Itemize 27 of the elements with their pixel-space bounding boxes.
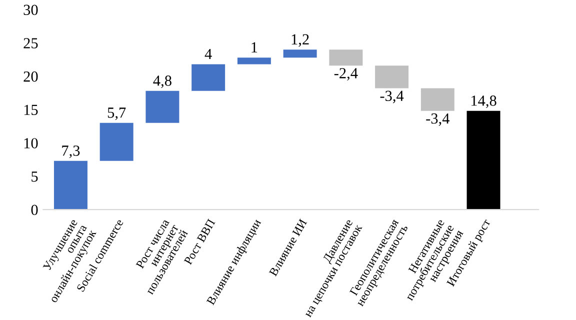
bar — [237, 58, 271, 64]
bar — [466, 110, 500, 210]
data-label: 7,3 — [62, 146, 80, 158]
y-tick-label: 20 — [24, 71, 38, 82]
bar — [375, 66, 409, 88]
data-label: 4,8 — [153, 76, 172, 88]
y-tick-label: 0 — [31, 204, 38, 216]
y-tick-label: 25 — [24, 38, 38, 48]
y-tick-label: 5 — [32, 172, 38, 182]
bar — [100, 122, 134, 161]
data-label: 5,7 — [108, 108, 126, 120]
bar — [54, 160, 88, 210]
data-label: -3,4 — [426, 113, 450, 126]
data-label: 1,2 — [292, 34, 309, 47]
bar — [329, 50, 363, 66]
data-label: 4 — [204, 48, 212, 60]
y-tick-label: 10 — [24, 138, 38, 148]
data-label: -3,4 — [380, 90, 404, 104]
bar — [283, 50, 317, 58]
data-label: 14,8 — [471, 96, 496, 108]
y-tick-label: 30 — [24, 4, 38, 16]
bar — [420, 88, 454, 111]
bar — [192, 64, 226, 91]
y-tick-label: 15 — [24, 104, 38, 116]
bar — [146, 90, 180, 123]
data-label: -2,4 — [334, 68, 358, 81]
data-label: 1 — [252, 42, 258, 52]
